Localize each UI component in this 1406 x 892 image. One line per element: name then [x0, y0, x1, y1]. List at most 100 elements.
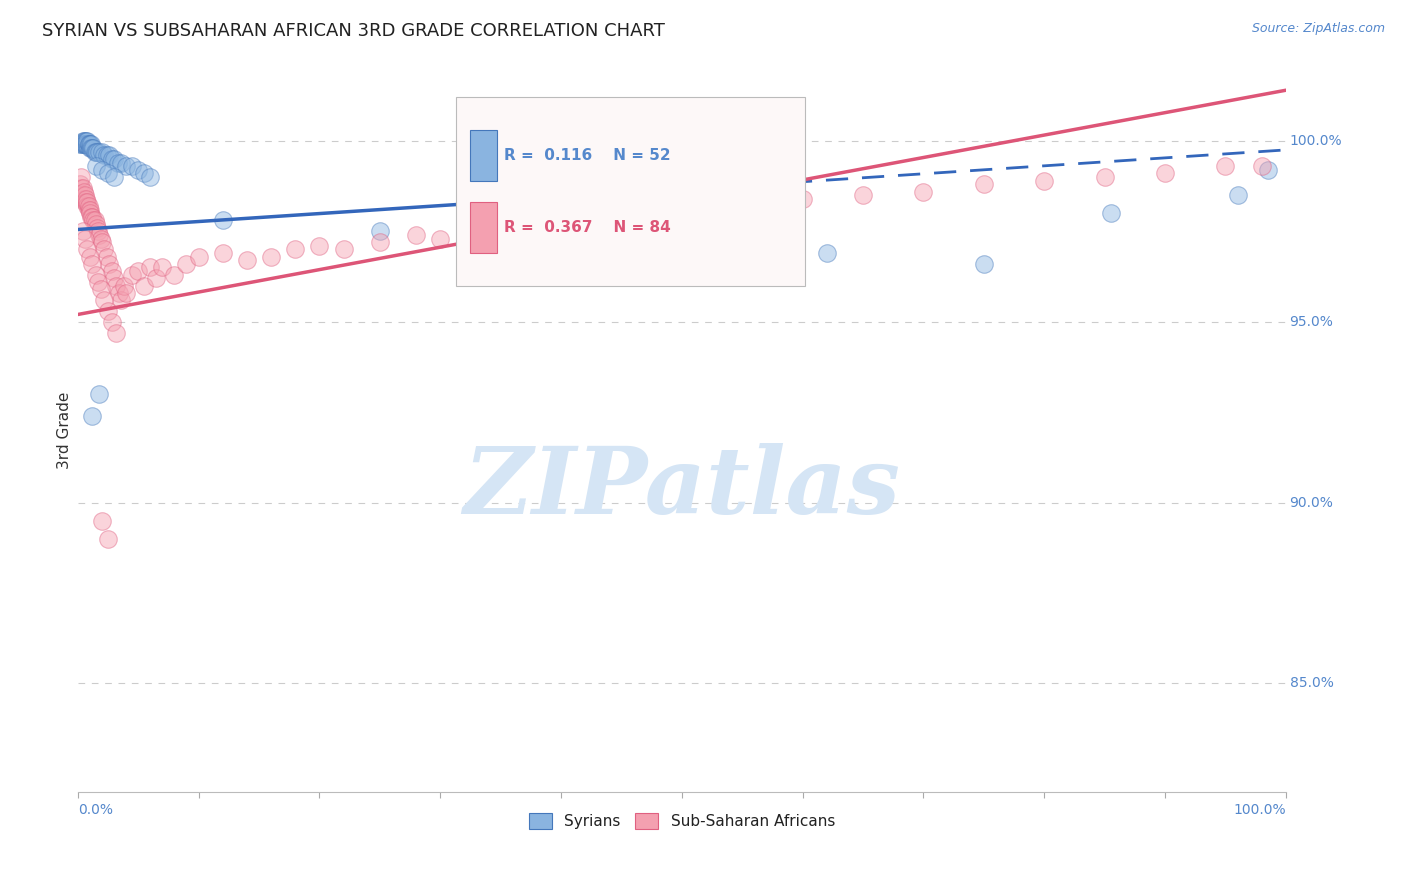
Point — [84, 217, 107, 231]
Point — [260, 250, 283, 264]
Point — [73, 137, 96, 152]
Point — [103, 169, 125, 184]
Point — [89, 227, 111, 242]
Point — [83, 145, 105, 159]
Point — [73, 195, 96, 210]
Point — [139, 169, 162, 184]
Point — [77, 202, 100, 217]
Point — [90, 235, 112, 249]
Point — [1033, 174, 1056, 188]
Text: R =  0.116    N = 52: R = 0.116 N = 52 — [505, 148, 671, 163]
Point — [115, 285, 138, 300]
Point — [108, 285, 131, 300]
Point — [1099, 206, 1122, 220]
Point — [90, 231, 112, 245]
Point — [308, 239, 330, 253]
Point — [97, 304, 120, 318]
Point — [792, 192, 814, 206]
Point — [93, 148, 115, 162]
Point — [73, 192, 96, 206]
Point — [97, 166, 120, 180]
Point — [70, 137, 93, 152]
Point — [623, 206, 645, 220]
Point — [84, 145, 107, 159]
Point — [87, 275, 110, 289]
Text: R =  0.367    N = 84: R = 0.367 N = 84 — [505, 220, 671, 235]
Text: 100.0%: 100.0% — [1233, 803, 1286, 817]
Point — [211, 246, 233, 260]
Point — [90, 162, 112, 177]
Point — [73, 231, 96, 245]
Point — [465, 224, 488, 238]
Point — [86, 145, 108, 159]
Point — [93, 243, 115, 257]
Point — [77, 137, 100, 152]
Point — [79, 206, 101, 220]
Point — [96, 148, 118, 162]
Point — [76, 199, 98, 213]
Point — [139, 260, 162, 275]
Point — [75, 192, 97, 206]
Point — [82, 141, 104, 155]
Text: 100.0%: 100.0% — [1289, 134, 1343, 148]
Point — [70, 181, 93, 195]
Point — [98, 148, 121, 162]
Point — [90, 145, 112, 159]
Point — [912, 185, 935, 199]
Point — [1215, 159, 1237, 173]
Point — [70, 169, 93, 184]
Point — [93, 293, 115, 307]
Point — [82, 213, 104, 227]
Point — [121, 268, 143, 282]
Point — [75, 137, 97, 152]
Point — [134, 278, 156, 293]
Point — [127, 162, 149, 177]
Point — [73, 137, 96, 152]
Point — [69, 178, 91, 192]
Text: 85.0%: 85.0% — [1289, 676, 1333, 690]
Point — [852, 188, 875, 202]
Text: SYRIAN VS SUBSAHARAN AFRICAN 3RD GRADE CORRELATION CHART: SYRIAN VS SUBSAHARAN AFRICAN 3RD GRADE C… — [42, 22, 665, 40]
Point — [76, 137, 98, 152]
Point — [526, 213, 548, 227]
Point — [97, 532, 120, 546]
Point — [973, 257, 995, 271]
Point — [145, 271, 167, 285]
Point — [72, 224, 94, 238]
Point — [79, 202, 101, 217]
Point — [89, 145, 111, 159]
Point — [103, 271, 125, 285]
Point — [112, 278, 135, 293]
Point — [1094, 169, 1116, 184]
Point — [87, 224, 110, 238]
Point — [80, 137, 103, 152]
Point — [368, 224, 391, 238]
Point — [80, 210, 103, 224]
Point — [84, 159, 107, 173]
Point — [150, 260, 173, 275]
Point — [100, 264, 122, 278]
Point — [574, 235, 596, 249]
Point — [115, 159, 138, 173]
Point — [76, 243, 98, 257]
Point — [76, 195, 98, 210]
Point — [98, 257, 121, 271]
Point — [82, 257, 104, 271]
Point — [107, 155, 129, 169]
Point — [731, 195, 754, 210]
Point — [1250, 159, 1272, 173]
Point — [77, 199, 100, 213]
FancyBboxPatch shape — [471, 202, 496, 253]
Point — [100, 315, 122, 329]
Point — [187, 250, 209, 264]
Point — [163, 268, 186, 282]
Point — [1257, 162, 1279, 177]
Point — [405, 227, 427, 242]
Point — [73, 188, 96, 202]
Point — [121, 159, 143, 173]
Point — [80, 141, 103, 155]
Point — [90, 514, 112, 528]
Point — [127, 264, 149, 278]
Point — [89, 387, 111, 401]
Point — [76, 134, 98, 148]
